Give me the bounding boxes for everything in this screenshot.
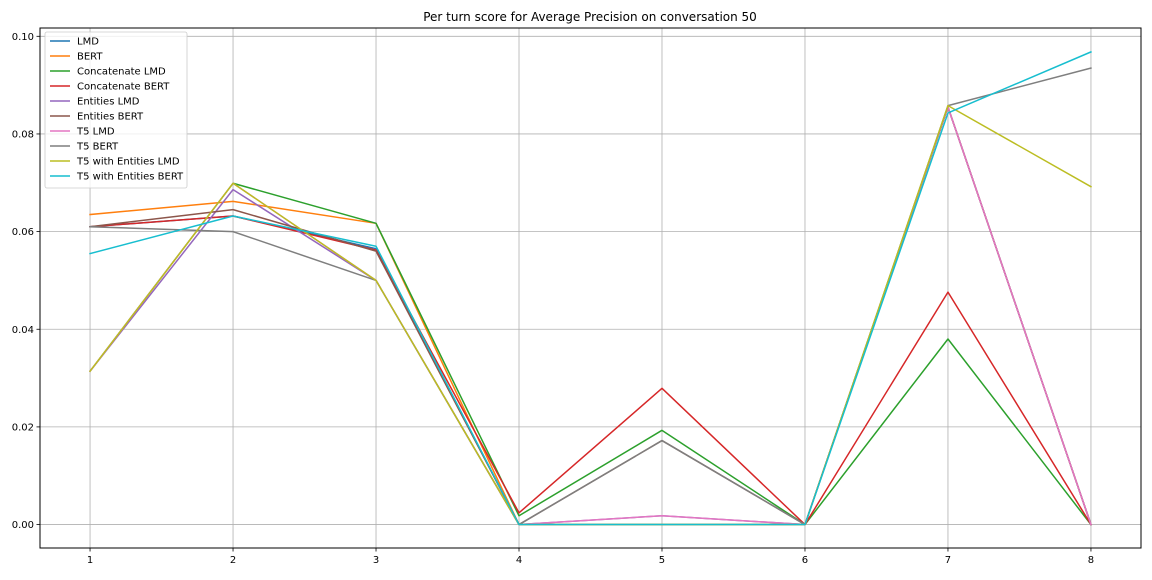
y-tick-label: 0.10 (12, 32, 34, 43)
x-tick-label: 6 (802, 555, 808, 566)
series-line-t5-lmd (88, 106, 1092, 526)
legend-label: BERT (77, 52, 103, 63)
series-line-bert (89, 106, 1092, 526)
series-line-lmd (89, 106, 1092, 526)
legend-label: Concatenate BERT (77, 82, 170, 93)
x-tick-label: 4 (516, 555, 522, 566)
series-line-concatenate-bert (89, 215, 1092, 526)
legend-label: T5 with Entities BERT (76, 172, 184, 183)
legend-label: T5 with Entities LMD (76, 157, 180, 168)
legend-label: T5 BERT (76, 142, 119, 153)
legend-label: LMD (77, 37, 99, 48)
series-line-t5-with-entities-lmd (88, 104, 1092, 526)
series-line-entities-bert (89, 106, 1092, 526)
series-layer (88, 50, 1093, 526)
x-tick-label: 3 (373, 555, 379, 566)
series-line-t5-bert (89, 67, 1092, 526)
x-tick-label: 5 (659, 555, 665, 566)
series-line-entities-lmd (88, 106, 1092, 526)
legend-label: Entities BERT (77, 112, 144, 123)
legend-label: T5 LMD (76, 127, 115, 138)
x-tick-label: 2 (230, 555, 236, 566)
legend-box (44, 31, 188, 189)
y-tick-label: 0.08 (12, 129, 34, 140)
series-line-t5-with-entities-bert (89, 50, 1092, 526)
axis-layer: 1 2 3 4 5 6 7 8 0.00 0.02 0.04 0.06 0.08 0.10 (12, 32, 1094, 566)
x-tick-label: 1 (87, 555, 93, 566)
legend: LMD BERT Concatenate LMD Concatenate BERT En… (44, 31, 188, 189)
legend-label: Entities LMD (77, 97, 140, 108)
x-tick-label: 7 (945, 555, 951, 566)
y-tick-label: 0.06 (12, 227, 34, 238)
grid-layer (40, 28, 1141, 548)
x-tick-label: 8 (1088, 555, 1094, 566)
y-tick-label: 0.04 (12, 325, 34, 336)
legend-label: Concatenate LMD (77, 67, 166, 78)
chart-title: Per turn score for Average Precision on … (423, 10, 757, 24)
y-tick-label: 0.02 (12, 422, 34, 433)
plot-frame (39, 27, 1142, 549)
y-tick-label: 0.00 (12, 520, 34, 531)
series-line-concatenate-lmd (88, 182, 1093, 526)
